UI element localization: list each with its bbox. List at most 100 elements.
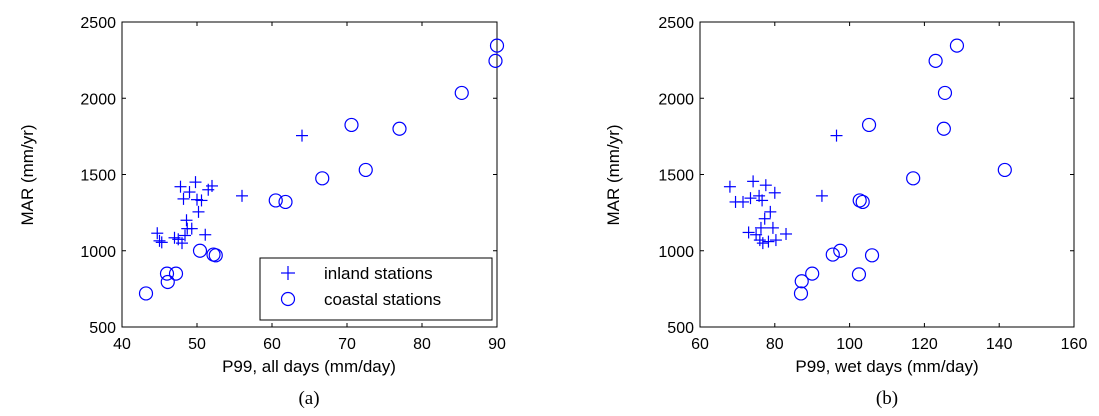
coastal-station-point [861, 117, 877, 133]
coastal-station-point [855, 194, 870, 210]
inland-station-point [753, 234, 766, 247]
inland-station-point [179, 229, 191, 242]
coastal-station-point [937, 85, 953, 101]
y-tick-label: 2500 [658, 15, 694, 32]
inland-station-point [754, 221, 767, 234]
legend: inland stations coastal stations [259, 257, 493, 321]
inland-station-point [236, 189, 248, 202]
coastal-station-point [793, 286, 809, 301]
x-tick-label: 100 [836, 336, 863, 353]
x-axis-label: P99, all days (mm/day) [222, 357, 396, 376]
inland-station-point [762, 235, 775, 248]
inland-station-point [768, 186, 781, 199]
x-tick-label: 160 [1061, 336, 1088, 353]
coastal-station-point [928, 53, 943, 68]
x-tick-label: 140 [986, 336, 1013, 353]
legend-box [259, 257, 493, 321]
y-tick-label: 2000 [80, 91, 116, 108]
y-tick-label: 500 [667, 320, 694, 337]
plot-area-frame [699, 21, 1075, 328]
inland-station-point [199, 228, 212, 241]
inland-station-point [189, 176, 202, 189]
panel-caption: (b) [876, 388, 898, 409]
chart-panel-a: 40 50 60 70 80 90 500 1000 1500 2000 2500 P99, al… [18, 15, 506, 409]
inland-station-point [296, 129, 308, 142]
inland-station-point [756, 194, 769, 207]
coastal-station-point [454, 85, 469, 101]
x-tick-label: 60 [691, 336, 709, 353]
coastal-station-point [168, 266, 184, 281]
inland-station-point [174, 180, 187, 193]
y-tick-label: 2000 [658, 91, 694, 108]
coastal-station-point [208, 248, 223, 263]
coastal-station-point [192, 243, 208, 258]
y-tick-label: 1000 [80, 244, 116, 261]
coastal-station-point [949, 38, 965, 53]
inland-station-point [177, 192, 190, 205]
panel-caption: (a) [298, 388, 319, 409]
inland-station-point [180, 214, 193, 227]
inland-station-point [758, 212, 771, 225]
coastal-station-point [344, 117, 359, 133]
coastal-station-point [160, 274, 175, 290]
coastal-station-point [278, 194, 293, 210]
inland-station-point [155, 236, 168, 249]
coastal-station-point [315, 171, 330, 186]
y-tick-label: 2500 [80, 15, 116, 32]
x-tick-label: 60 [263, 336, 281, 353]
inland-station-point [192, 205, 205, 218]
x-tick-label: 90 [488, 336, 506, 353]
x-tick-label: 80 [766, 336, 784, 353]
coastal-station-point [268, 193, 283, 208]
inland-station-point [153, 234, 166, 247]
legend-label-inland: inland stations [324, 264, 433, 283]
coastal-station-point [936, 121, 951, 136]
inland-station-point [185, 222, 198, 235]
inland-station-point [756, 237, 769, 250]
legend-marker-plus-icon [281, 266, 295, 280]
inland-station-point [723, 180, 736, 193]
legend-marker-circle-icon [280, 291, 296, 307]
x-axis-ticks: 60 80 100 120 140 160 [691, 22, 1087, 353]
data-points [723, 38, 1012, 301]
inland-station-point [766, 221, 779, 234]
inland-station-point [769, 234, 782, 247]
x-tick-label: 50 [188, 336, 206, 353]
coastal-station-point [906, 171, 921, 186]
data-points [138, 38, 505, 301]
coastal-station-point [488, 53, 503, 68]
y-tick-label: 1000 [658, 244, 694, 261]
coastal-station-point [794, 274, 809, 289]
inland-station-point [195, 194, 208, 207]
inland-station-point [780, 227, 793, 240]
chart-panel-b: 60 80 100 120 140 160 500 1000 1500 2000 2500 P99… [604, 15, 1087, 409]
y-tick-label: 1500 [80, 168, 116, 185]
inland-station-point [764, 205, 777, 218]
x-tick-label: 120 [911, 336, 938, 353]
inland-station-point [830, 129, 843, 142]
coastal-station-point [138, 286, 154, 301]
coastal-station-point [159, 266, 175, 281]
inland-station-point [744, 192, 757, 205]
inland-station-point [747, 175, 760, 188]
x-tick-label: 70 [338, 336, 356, 353]
x-axis-label: P99, wet days (mm/day) [795, 357, 978, 376]
coastal-station-point [392, 121, 407, 136]
coastal-station-point [864, 248, 880, 263]
inland-station-point [759, 179, 772, 192]
inland-station-point [815, 189, 828, 202]
coastal-station-point [825, 247, 840, 262]
legend-label-coastal: coastal stations [324, 290, 441, 309]
coastal-station-point [489, 38, 505, 53]
y-tick-label: 500 [89, 320, 116, 337]
coastal-station-point [997, 162, 1012, 178]
coastal-station-point [358, 162, 373, 178]
inland-station-point [183, 186, 196, 199]
x-tick-label: 40 [113, 336, 131, 353]
y-axis-label: MAR (mm/yr) [604, 124, 623, 225]
coastal-station-point [851, 267, 867, 282]
y-axis-ticks: 500 1000 1500 2000 2500 [658, 15, 1074, 337]
coastal-station-point [852, 193, 867, 208]
inland-station-point [206, 179, 218, 192]
